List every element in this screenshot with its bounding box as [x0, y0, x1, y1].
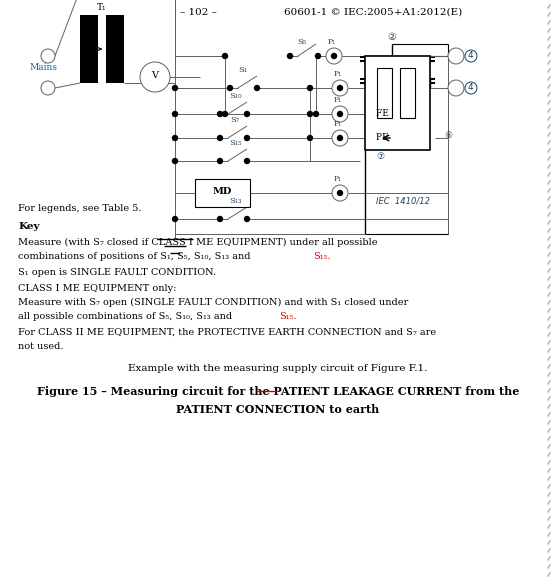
Circle shape	[331, 53, 336, 59]
Text: combinations of positions of S₁, S₅, S₁₀, S₁₃ and: combinations of positions of S₁, S₅, S₁₀…	[18, 252, 253, 261]
Text: not used.: not used.	[18, 342, 63, 351]
Bar	[365, 56, 430, 150]
Circle shape	[41, 49, 55, 63]
Circle shape	[338, 190, 343, 196]
Text: P₁: P₁	[334, 96, 342, 104]
Text: Measure with S₇ open (SINGLE FAULT CONDITION) and with S₁ closed under: Measure with S₇ open (SINGLE FAULT CONDI…	[18, 298, 408, 307]
Circle shape	[41, 81, 55, 95]
Text: For CLASS II ME EQUIPMENT, the PROTECTIVE EARTH CONNECTION and S₇ are: For CLASS II ME EQUIPMENT, the PROTECTIV…	[18, 328, 436, 337]
Bar	[377, 68, 392, 118]
Text: CLASS I ME EQUIPMENT only:: CLASS I ME EQUIPMENT only:	[18, 284, 177, 293]
Text: V: V	[152, 71, 159, 80]
Circle shape	[338, 111, 343, 117]
Text: – 102 –: – 102 –	[180, 8, 217, 17]
Text: Key: Key	[18, 222, 40, 231]
Circle shape	[332, 130, 348, 146]
Circle shape	[227, 86, 232, 90]
Bar	[106, 15, 124, 83]
Text: FE: FE	[373, 110, 389, 118]
Text: T₁: T₁	[97, 3, 107, 12]
Text: Measure (with S₇ closed if CLASS I ME EQUIPMENT) under all possible: Measure (with S₇ closed if CLASS I ME EQ…	[18, 238, 378, 247]
Text: 4: 4	[468, 83, 473, 91]
Circle shape	[314, 111, 319, 117]
Circle shape	[366, 111, 372, 117]
Circle shape	[448, 48, 464, 64]
Text: 60601-1 © IEC:2005+A1:2012(E): 60601-1 © IEC:2005+A1:2012(E)	[285, 8, 463, 17]
Circle shape	[255, 86, 260, 90]
Text: S₁₅.: S₁₅.	[279, 312, 297, 321]
Circle shape	[173, 135, 178, 141]
Circle shape	[217, 111, 222, 117]
Circle shape	[448, 80, 464, 96]
Circle shape	[332, 185, 348, 201]
Text: Figure 15 – Measuring circuit for the PATIENT LEAKAGE CURRENT from the: Figure 15 – Measuring circuit for the PA…	[37, 386, 519, 397]
Text: P₁: P₁	[334, 175, 342, 183]
Circle shape	[173, 158, 178, 163]
Circle shape	[217, 135, 222, 141]
Text: ⑥: ⑥	[444, 131, 452, 141]
Circle shape	[332, 80, 348, 96]
Text: all possible combinations of S₅, S₁₀, S₁₃ and: all possible combinations of S₅, S₁₀, S₁…	[18, 312, 235, 321]
Circle shape	[245, 216, 250, 222]
Text: P₁: P₁	[334, 120, 342, 128]
Text: S₇: S₇	[231, 116, 240, 124]
Text: IEC  1410/12: IEC 1410/12	[376, 196, 430, 205]
Text: MD: MD	[212, 188, 232, 196]
Circle shape	[173, 216, 178, 222]
Text: S₁₃: S₁₃	[229, 197, 241, 205]
Text: S₁₀: S₁₀	[229, 92, 241, 100]
Circle shape	[173, 111, 178, 117]
Bar	[80, 15, 98, 83]
Text: Example with the measuring supply circuit of Figure F.1.: Example with the measuring supply circui…	[128, 364, 428, 373]
Circle shape	[245, 111, 250, 117]
Circle shape	[140, 62, 170, 92]
Circle shape	[307, 135, 312, 141]
Circle shape	[326, 48, 342, 64]
Text: S₁ open is SINGLE FAULT CONDITION.: S₁ open is SINGLE FAULT CONDITION.	[18, 268, 216, 277]
Circle shape	[287, 53, 292, 59]
Circle shape	[222, 111, 227, 117]
Circle shape	[332, 106, 348, 122]
Circle shape	[173, 86, 178, 90]
Text: 4: 4	[468, 50, 473, 60]
Text: Mains: Mains	[30, 63, 58, 73]
Circle shape	[217, 216, 222, 222]
Circle shape	[245, 158, 250, 163]
Circle shape	[338, 135, 343, 141]
Bar	[400, 68, 415, 118]
Circle shape	[222, 53, 227, 59]
Text: ②: ②	[388, 32, 397, 42]
Text: S₅: S₅	[297, 38, 306, 46]
Circle shape	[217, 158, 222, 163]
Circle shape	[465, 50, 477, 62]
Circle shape	[366, 135, 372, 141]
Text: S₁₅.: S₁₅.	[313, 252, 331, 261]
Text: ⑦: ⑦	[376, 152, 384, 161]
Circle shape	[245, 135, 250, 141]
Circle shape	[307, 111, 312, 117]
Text: For legends, see Table 5.: For legends, see Table 5.	[18, 204, 141, 213]
Text: PE: PE	[373, 134, 389, 142]
Text: S₁₅: S₁₅	[229, 139, 241, 147]
Text: P₁: P₁	[334, 70, 342, 78]
Circle shape	[465, 82, 477, 94]
Circle shape	[338, 86, 343, 90]
Circle shape	[315, 53, 320, 59]
Text: S₁: S₁	[238, 66, 247, 74]
Circle shape	[307, 86, 312, 90]
Text: PATIENT CONNECTION to earth: PATIENT CONNECTION to earth	[177, 404, 380, 415]
Text: P₁: P₁	[328, 38, 336, 46]
Bar	[195, 179, 250, 207]
